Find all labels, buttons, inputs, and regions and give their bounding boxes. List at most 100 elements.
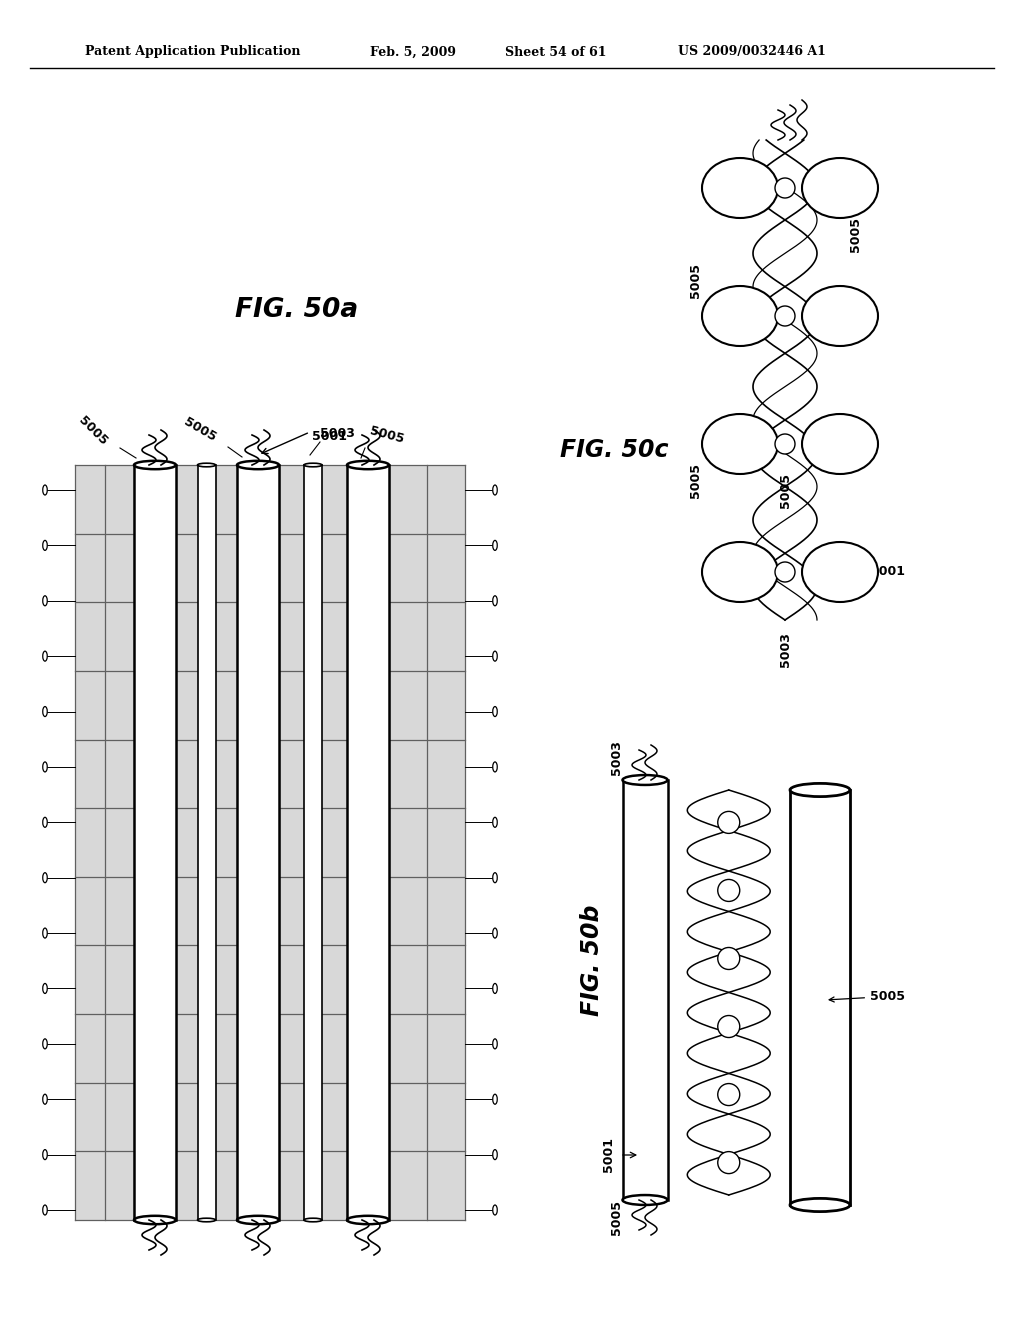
Circle shape bbox=[775, 434, 795, 454]
Ellipse shape bbox=[493, 651, 498, 661]
Text: 5005: 5005 bbox=[688, 462, 701, 498]
Text: 5003: 5003 bbox=[778, 632, 792, 668]
Polygon shape bbox=[75, 1151, 465, 1220]
Circle shape bbox=[775, 306, 795, 326]
Ellipse shape bbox=[493, 1150, 498, 1159]
Text: Sheet 54 of 61: Sheet 54 of 61 bbox=[505, 45, 606, 58]
Ellipse shape bbox=[623, 775, 668, 785]
Circle shape bbox=[718, 1015, 739, 1038]
Polygon shape bbox=[75, 945, 465, 1014]
Ellipse shape bbox=[43, 873, 47, 883]
Ellipse shape bbox=[43, 706, 47, 717]
Ellipse shape bbox=[623, 1195, 668, 1205]
Polygon shape bbox=[347, 465, 389, 1220]
Polygon shape bbox=[75, 465, 134, 1220]
Ellipse shape bbox=[493, 1039, 498, 1049]
Ellipse shape bbox=[702, 286, 778, 346]
Polygon shape bbox=[790, 789, 850, 1205]
Ellipse shape bbox=[493, 762, 498, 772]
Ellipse shape bbox=[134, 461, 176, 469]
Ellipse shape bbox=[134, 1216, 176, 1224]
Ellipse shape bbox=[802, 286, 878, 346]
Ellipse shape bbox=[493, 1205, 498, 1214]
Text: 5005: 5005 bbox=[778, 473, 792, 507]
Text: 5001: 5001 bbox=[312, 430, 347, 444]
Ellipse shape bbox=[347, 461, 389, 469]
Ellipse shape bbox=[790, 783, 850, 796]
Ellipse shape bbox=[802, 543, 878, 602]
Ellipse shape bbox=[43, 1039, 47, 1049]
Ellipse shape bbox=[304, 463, 322, 467]
Text: US 2009/0032446 A1: US 2009/0032446 A1 bbox=[678, 45, 826, 58]
Text: FIG. 50a: FIG. 50a bbox=[234, 297, 358, 323]
Text: 5005: 5005 bbox=[849, 218, 861, 252]
Ellipse shape bbox=[198, 463, 215, 467]
Text: 5003: 5003 bbox=[319, 426, 355, 440]
Text: FIG. 50c: FIG. 50c bbox=[560, 438, 669, 462]
Ellipse shape bbox=[43, 817, 47, 828]
Text: 5003: 5003 bbox=[610, 741, 623, 775]
Circle shape bbox=[718, 948, 739, 969]
Ellipse shape bbox=[802, 414, 878, 474]
Ellipse shape bbox=[43, 651, 47, 661]
Polygon shape bbox=[237, 465, 279, 1220]
Polygon shape bbox=[623, 780, 668, 1200]
Ellipse shape bbox=[493, 595, 498, 606]
Ellipse shape bbox=[43, 1205, 47, 1214]
Circle shape bbox=[718, 812, 739, 833]
Ellipse shape bbox=[43, 762, 47, 772]
Polygon shape bbox=[389, 465, 465, 1220]
Polygon shape bbox=[75, 671, 465, 739]
Text: 5005: 5005 bbox=[368, 425, 406, 446]
Polygon shape bbox=[134, 465, 176, 1220]
Ellipse shape bbox=[493, 817, 498, 828]
Polygon shape bbox=[75, 876, 465, 945]
Ellipse shape bbox=[802, 158, 878, 218]
Text: 5005: 5005 bbox=[829, 990, 905, 1003]
Ellipse shape bbox=[493, 484, 498, 495]
Ellipse shape bbox=[43, 1094, 47, 1105]
Ellipse shape bbox=[493, 873, 498, 883]
Text: Feb. 5, 2009: Feb. 5, 2009 bbox=[370, 45, 456, 58]
Ellipse shape bbox=[790, 1199, 850, 1212]
Ellipse shape bbox=[702, 414, 778, 474]
Ellipse shape bbox=[493, 1094, 498, 1105]
Ellipse shape bbox=[43, 1150, 47, 1159]
Ellipse shape bbox=[43, 983, 47, 994]
Ellipse shape bbox=[304, 1218, 322, 1222]
Polygon shape bbox=[304, 465, 322, 1220]
Circle shape bbox=[775, 178, 795, 198]
Circle shape bbox=[718, 1151, 739, 1173]
Text: 5001: 5001 bbox=[602, 1138, 615, 1172]
Text: Patent Application Publication: Patent Application Publication bbox=[85, 45, 300, 58]
Ellipse shape bbox=[702, 158, 778, 218]
Ellipse shape bbox=[347, 1216, 389, 1224]
Text: 5005: 5005 bbox=[181, 416, 218, 444]
Polygon shape bbox=[75, 1082, 465, 1151]
Text: 5005: 5005 bbox=[610, 1200, 623, 1236]
Circle shape bbox=[718, 879, 739, 902]
Text: 5005: 5005 bbox=[688, 263, 701, 297]
Ellipse shape bbox=[493, 983, 498, 994]
Ellipse shape bbox=[237, 1216, 279, 1224]
Ellipse shape bbox=[43, 595, 47, 606]
Polygon shape bbox=[198, 465, 215, 1220]
Polygon shape bbox=[75, 808, 465, 876]
Ellipse shape bbox=[702, 543, 778, 602]
Text: FIG. 50b: FIG. 50b bbox=[580, 904, 604, 1015]
Polygon shape bbox=[75, 1014, 465, 1082]
Text: 5001: 5001 bbox=[824, 565, 905, 590]
Ellipse shape bbox=[237, 461, 279, 469]
Ellipse shape bbox=[43, 928, 47, 939]
Polygon shape bbox=[75, 465, 465, 533]
Circle shape bbox=[775, 562, 795, 582]
Ellipse shape bbox=[198, 1218, 215, 1222]
Circle shape bbox=[718, 1084, 739, 1106]
Polygon shape bbox=[279, 465, 347, 1220]
Polygon shape bbox=[75, 602, 465, 671]
Ellipse shape bbox=[493, 540, 498, 550]
Text: 5005: 5005 bbox=[76, 414, 110, 447]
Ellipse shape bbox=[43, 484, 47, 495]
Ellipse shape bbox=[493, 928, 498, 939]
Polygon shape bbox=[75, 739, 465, 808]
